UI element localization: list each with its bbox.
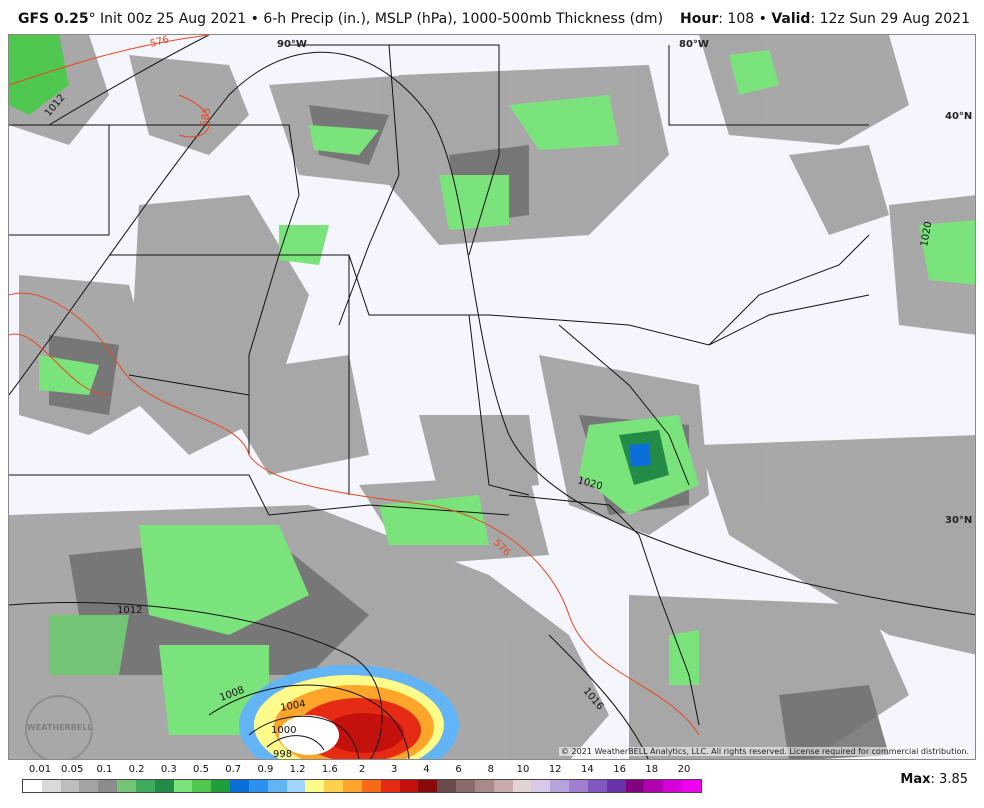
valid-label: Valid (771, 11, 811, 27)
hour-value: : 108 (718, 11, 755, 27)
valid-value: : 12z Sun 29 Aug 2021 (810, 11, 970, 27)
legend-tick-label: 0.2 (128, 764, 145, 775)
header-title: GFS 0.25° Init 00z 25 Aug 2021 • 6-h Pre… (18, 11, 663, 27)
legend-tick-label: 18 (645, 764, 659, 775)
legend-tick-label: 0.9 (257, 764, 274, 775)
legend-ticks: 0.01 0.05 0.1 0.2 0.3 0.5 0.7 0.9 1.2 1.6 2 3 4 6 8 10 1… (22, 764, 702, 778)
legend-swatch (437, 780, 457, 792)
legend-swatch (531, 780, 551, 792)
model-name: GFS 0.25 (18, 11, 89, 27)
isobar-label: 1000 (271, 725, 296, 736)
thickness-lines (9, 35, 700, 736)
legend-swatch (644, 780, 664, 792)
weather-map[interactable]: 1012 1020 1020 1012 1008 1004 1000 998 1… (8, 34, 976, 760)
legend-swatch (512, 780, 532, 792)
legend-tick-label: 14 (581, 764, 594, 775)
legend-swatch (117, 780, 136, 792)
legend-colorbar (22, 779, 702, 793)
legend-tick-label: 1.6 (321, 764, 338, 775)
legend-tick-label: 16 (613, 764, 626, 775)
header-valid: Hour: 108 • Valid: 12z Sun 29 Aug 2021 (680, 11, 970, 27)
legend-swatch (154, 780, 174, 792)
legend-swatch (173, 780, 193, 792)
legend-swatch (286, 780, 306, 792)
thickness-label: 585 (199, 107, 213, 128)
legend-swatch (41, 780, 61, 792)
legend-swatch (606, 780, 626, 792)
isobars (9, 35, 975, 759)
legend-tick-label: 12 (548, 764, 562, 775)
lon-label-90w: 90°W (277, 39, 307, 50)
legend-tick-label: 1.2 (289, 764, 306, 775)
legend-tick-label: 6 (455, 764, 462, 775)
thickness-label: 576 (149, 35, 170, 50)
precip-green (9, 35, 975, 735)
legend-tick-label: 10 (516, 764, 530, 775)
legend-swatch (305, 780, 325, 792)
copyright-text: © 2021 WeatherBELL Analytics, LLC. All r… (559, 747, 971, 756)
legend-swatch (663, 780, 682, 792)
map-canvas: 1012 1020 1020 1012 1008 1004 1000 998 1… (9, 35, 975, 760)
legend-tick-label: 0.1 (96, 764, 113, 775)
legend-tick-label: 20 (677, 764, 691, 775)
isobar-label: 1004 (280, 699, 307, 714)
lat-label-30n: 30°N (945, 515, 973, 526)
legend-tick-label: 2 (358, 764, 366, 775)
legend-swatch (343, 780, 362, 792)
isobar-label: 998 (273, 749, 292, 760)
legend-swatch (324, 780, 344, 792)
lat-label-40n: 40°N (945, 111, 973, 122)
legend-swatch (211, 780, 231, 792)
weatherbell-logo: WEATHERBELL (25, 695, 93, 759)
hour-label: Hour (680, 11, 719, 27)
legend-tick-label: 4 (423, 764, 430, 775)
header: GFS 0.25° Init 00z 25 Aug 2021 • 6-h Pre… (0, 0, 984, 34)
legend-swatch (418, 780, 438, 792)
borders (9, 44, 870, 726)
max-value: Max: 3.85 (900, 772, 968, 787)
max-label: Max (900, 772, 931, 787)
legend-swatch (23, 780, 42, 792)
legend-swatch (230, 780, 249, 792)
legend-tick-label: 3 (391, 764, 398, 775)
separator: • (758, 11, 767, 27)
legend-tick-label: 0.7 (225, 764, 242, 775)
legend-swatch (456, 780, 475, 792)
max-number: : 3.85 (930, 772, 968, 787)
isobar-label: 1020 (919, 221, 934, 248)
legend-swatch (625, 780, 645, 792)
legend-swatch (587, 780, 607, 792)
legend-swatch (361, 780, 381, 792)
legend-swatch (569, 780, 588, 792)
legend-tick-label: 0.5 (193, 764, 209, 775)
lon-label-80w: 80°W (679, 39, 709, 50)
init-time: Init 00z 25 Aug 2021 (100, 11, 247, 27)
legend-swatch (550, 780, 570, 792)
legend-swatch (681, 780, 701, 792)
legend-tick-label: 8 (487, 764, 494, 775)
isobar-label: 1012 (117, 605, 142, 616)
precip-legend: 0.01 0.05 0.1 0.2 0.3 0.5 0.7 0.9 1.2 1.6 2 3 4 6 8 10 1… (22, 764, 702, 808)
legend-swatch (192, 780, 212, 792)
legend-swatch (60, 780, 80, 792)
legend-swatch (248, 780, 268, 792)
legend-swatch (267, 780, 287, 792)
legend-swatch (474, 780, 494, 792)
legend-swatch (135, 780, 155, 792)
legend-swatch (493, 780, 513, 792)
legend-tick-label: 0.3 (160, 764, 177, 775)
legend-tick-label: 0.05 (61, 764, 84, 775)
legend-swatch (380, 780, 400, 792)
separator: • (250, 11, 259, 27)
degree-symbol: ° (88, 11, 96, 27)
legend-swatch (98, 780, 118, 792)
legend-swatch (79, 780, 99, 792)
legend-swatch (399, 780, 419, 792)
products-text: 6-h Precip (in.), MSLP (hPa), 1000-500mb… (263, 11, 664, 27)
legend-tick-label: 0.01 (28, 764, 52, 775)
